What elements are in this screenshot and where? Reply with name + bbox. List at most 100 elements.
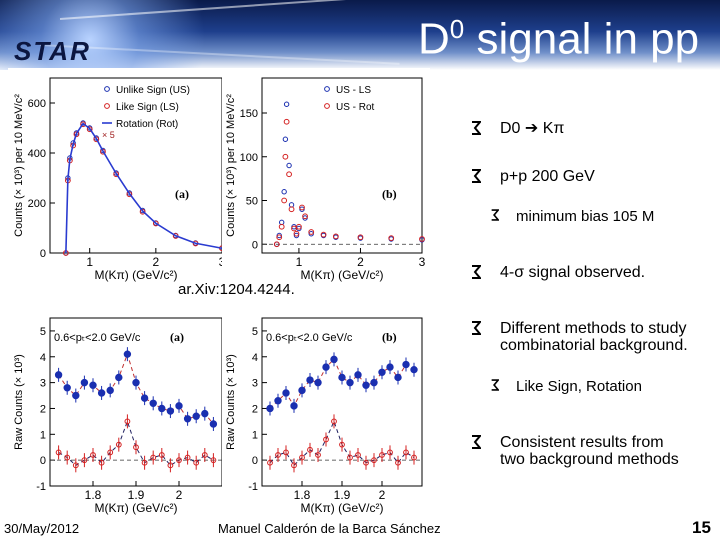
y-tick-label: 5 <box>252 326 258 338</box>
data-point <box>113 171 120 178</box>
data-point <box>357 234 364 241</box>
legend-marker <box>324 86 330 92</box>
data-point <box>176 457 182 464</box>
data-point <box>322 363 330 371</box>
x-tick-label: 2 <box>379 488 386 502</box>
legend-marker <box>104 86 110 92</box>
bullet-text: Different methods to study <box>500 320 687 337</box>
x-tick-label: 1.8 <box>294 488 311 502</box>
x-tick-label: 2 <box>357 255 364 269</box>
y-axis-label: Counts (× 10³) per 10 MeV/c² <box>225 94 237 237</box>
data-point <box>278 223 285 230</box>
bullet-icon <box>472 121 481 135</box>
bullet-text: Consistent results from <box>500 434 664 451</box>
annotation: × 5 <box>102 130 115 140</box>
y-tick-label: 1 <box>40 429 46 441</box>
x-tick-label: 2 <box>176 488 183 502</box>
data-point <box>363 459 369 466</box>
bullet-text-line2: two background methods <box>500 451 679 468</box>
footer-author: Manuel Calderón de la Barca Sánchez <box>218 521 441 536</box>
legend-entry: Unlike Sign (US) <box>116 85 190 96</box>
data-point <box>419 236 425 242</box>
y-tick-label: 5 <box>40 326 46 338</box>
x-tick-label: 2 <box>153 255 160 269</box>
data-point <box>149 399 157 407</box>
bullet-icon <box>472 169 481 183</box>
y-tick-label: 600 <box>28 98 46 110</box>
legend-entry: Like Sign (LS) <box>116 102 179 113</box>
data-point <box>282 389 290 397</box>
data-point <box>283 449 289 456</box>
data-point <box>133 444 139 451</box>
data-point <box>274 397 282 405</box>
data-point <box>281 189 287 195</box>
data-point <box>139 208 146 215</box>
data-point <box>403 449 409 456</box>
data-point <box>167 462 174 469</box>
slide-title: D0 signal in pp <box>418 14 699 65</box>
y-tick-label: 50 <box>246 196 258 208</box>
slide-header: STAR D0 signal in pp <box>0 0 720 70</box>
data-point <box>201 452 208 458</box>
data-point <box>55 449 62 456</box>
data-point <box>355 452 361 458</box>
data-point <box>115 373 123 382</box>
star-logo: STAR <box>14 36 91 66</box>
x-tick-label: 1.9 <box>334 488 351 502</box>
bullet-icon <box>472 265 481 279</box>
data-point <box>115 441 122 448</box>
data-point <box>152 220 159 227</box>
data-point <box>158 452 165 458</box>
series-line-rotation <box>65 122 223 254</box>
panel-label: (b) <box>382 187 397 201</box>
x-tick-label: 1 <box>86 255 93 269</box>
panel-label: (b) <box>382 330 397 344</box>
data-point <box>293 230 300 237</box>
data-point <box>140 394 149 402</box>
data-point <box>330 355 338 364</box>
title-main: D <box>418 14 450 64</box>
data-point <box>158 404 166 413</box>
data-point <box>290 402 298 410</box>
bullet-text: 4-σ signal observed. <box>500 264 646 281</box>
data-point <box>302 213 308 220</box>
chart-svg: 1.8 1.9 2 -1 0 1 2 3 4 5 M(Kπ) (GeV/c²) Raw Counts … <box>13 317 223 515</box>
data-point <box>123 350 132 358</box>
data-point <box>386 363 394 371</box>
data-point <box>394 373 402 382</box>
data-point <box>347 454 353 461</box>
x-axis-label: M(Kπ) (GeV/c²) <box>95 268 178 282</box>
data-point <box>210 457 217 464</box>
x-tick-label: 1.8 <box>85 488 102 502</box>
data-point <box>281 197 288 204</box>
data-point <box>97 389 106 397</box>
data-point <box>283 118 290 125</box>
data-point <box>107 449 114 456</box>
data-point <box>166 407 175 415</box>
data-point <box>86 126 93 133</box>
data-point <box>370 378 378 387</box>
reference: ar.Xiv:1204.4244. <box>178 281 295 298</box>
data-point <box>323 436 329 443</box>
data-point <box>184 454 191 461</box>
data-point <box>175 402 183 410</box>
data-point <box>296 223 302 230</box>
y-tick-label: 400 <box>28 148 46 160</box>
title-sup: 0 <box>449 14 465 44</box>
data-point <box>273 241 280 248</box>
data-point <box>183 415 192 423</box>
data-point <box>282 153 289 160</box>
panel-label: (a) <box>175 187 189 201</box>
plot-b-top: 1 2 3 0 50 100 150 M(Kπ) (GeV/c²) Counts (× 10³)… <box>222 68 430 282</box>
data-point <box>320 231 327 238</box>
plot-b-bottom: 1.8 1.9 2 -1 0 1 2 3 4 5 M(Kπ) (GeV/c²) Raw Counts … <box>222 308 430 520</box>
legend-entry: Rotation (Rot) <box>116 119 178 130</box>
y-axis-label: Raw Counts (× 10³) <box>13 354 25 450</box>
data-point <box>72 391 80 400</box>
page-number: 15 <box>692 518 711 537</box>
data-point <box>54 371 63 379</box>
y-tick-label: 2 <box>40 403 46 415</box>
legend-marker <box>104 103 110 109</box>
data-point <box>286 171 292 178</box>
data-point <box>299 204 305 211</box>
